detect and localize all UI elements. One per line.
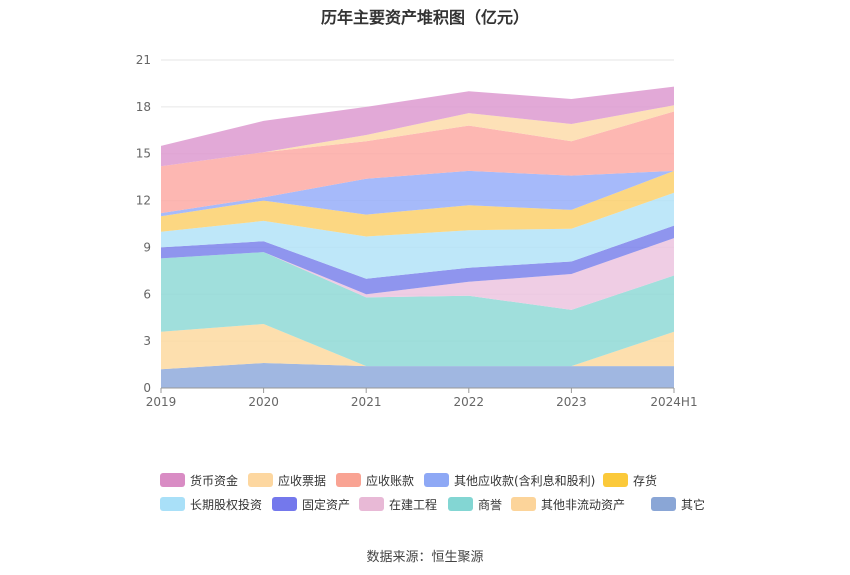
legend-swatch (651, 497, 676, 511)
legend-swatch (448, 497, 473, 511)
legend-swatch (160, 497, 185, 511)
area-series-8 (161, 111, 674, 214)
y-tick-label: 9 (143, 240, 151, 254)
legend-item[interactable]: 固定资产 (272, 496, 350, 512)
axis-layer: 0 3 6 9 12 15 18 21 2019 2020 2021 2022 2023 2024H1 (136, 53, 698, 409)
y-tick-label: 6 (143, 287, 151, 301)
area-series-2 (161, 252, 674, 367)
legend-label: 商誉 (478, 497, 503, 512)
legend-swatch (603, 473, 628, 487)
area-series-0 (161, 363, 674, 388)
x-tick-label: 2019 (146, 395, 177, 409)
legend-item[interactable]: 存货 (603, 472, 657, 488)
legend-swatch (359, 497, 384, 511)
legend-item[interactable]: 货币资金 (160, 472, 238, 488)
legend-swatch (160, 473, 185, 487)
legend-swatch (272, 497, 297, 511)
legend-item[interactable]: 在建工程 (359, 496, 437, 512)
legend-item[interactable]: 其它 (651, 496, 705, 512)
legend-label: 其他应收款(含利息和股利) (454, 473, 596, 488)
x-tick-label: 2020 (248, 395, 279, 409)
y-tick-label: 15 (136, 147, 151, 161)
area-series-6 (161, 170, 674, 237)
legend-label: 在建工程 (389, 497, 438, 512)
legend-swatch (424, 473, 449, 487)
data-source-note: 数据来源：恒生聚源 (366, 550, 484, 565)
area-series-9 (161, 105, 674, 167)
legend-item[interactable]: 应收账款 (336, 472, 414, 488)
y-tick-label: 12 (136, 194, 151, 208)
legend-label: 其他非流动资产 (541, 497, 626, 512)
area-series-7 (161, 170, 674, 217)
legend-item[interactable]: 其他应收款(含利息和股利) (424, 472, 595, 488)
x-tick-label: 2023 (556, 395, 587, 409)
area-series-1 (161, 324, 674, 370)
x-tick-label: 2022 (454, 395, 485, 409)
x-tick-label: 2024H1 (650, 395, 697, 409)
legend-label: 应收票据 (278, 473, 327, 488)
y-tick-label: 21 (136, 53, 151, 67)
area-series-5 (161, 192, 674, 279)
area-series-4 (161, 225, 674, 295)
legend-item[interactable]: 长期股权投资 (160, 496, 262, 512)
legend-label: 货币资金 (190, 473, 239, 488)
area-series-10 (161, 86, 674, 167)
legend-swatch (248, 473, 273, 487)
legend-label: 存货 (633, 473, 658, 488)
legend-item[interactable]: 应收票据 (248, 472, 326, 488)
chart-title: 历年主要资产堆积图（亿元） (320, 8, 529, 27)
x-tick-label: 2021 (351, 395, 382, 409)
legend-swatch (336, 473, 361, 487)
y-tick-label: 0 (143, 381, 151, 395)
legend-item[interactable]: 商誉 (448, 496, 502, 512)
y-tick-label: 3 (143, 334, 151, 348)
legend-label: 应收账款 (366, 473, 415, 488)
legend-label: 其它 (681, 497, 706, 512)
area-layer (161, 86, 674, 388)
legend-label: 长期股权投资 (190, 497, 263, 512)
legend-label: 固定资产 (302, 497, 351, 512)
legend-swatch (511, 497, 536, 511)
area-series-3 (161, 238, 674, 310)
y-tick-label: 18 (136, 100, 151, 114)
legend-item[interactable]: 其他非流动资产 (511, 496, 625, 512)
